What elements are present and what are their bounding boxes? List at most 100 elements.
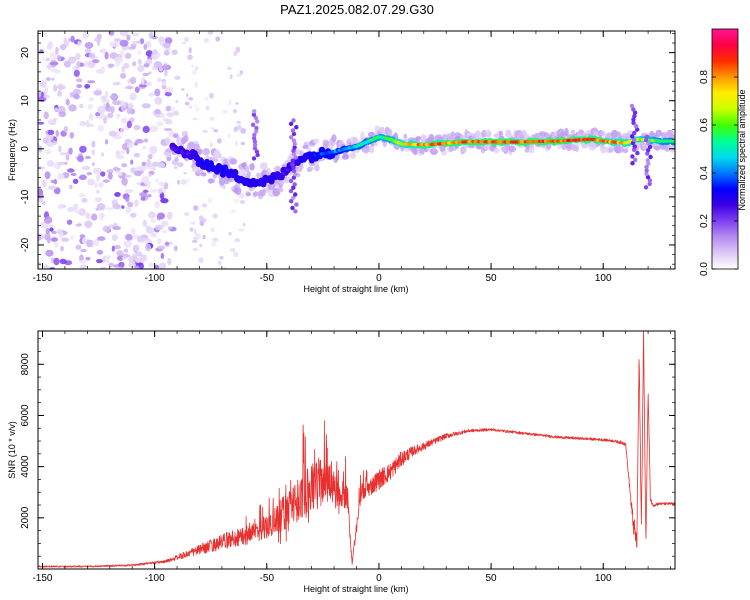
spectrogram-noise-blob [51, 77, 55, 81]
spectrogram-noise-blob [65, 98, 70, 106]
spectrogram-noise-blob [112, 167, 122, 171]
spectrogram-noise-blob [202, 234, 206, 240]
spectrogram-noise-blob [74, 210, 84, 214]
spectrogram-noise-blob [135, 138, 144, 144]
spectrogram-noise-blob [133, 152, 140, 158]
spectrogram-noise-blob [229, 248, 235, 252]
spectrogram-noise-blob [51, 230, 57, 235]
spectrogram-noise-blob [94, 197, 102, 202]
spectrogram-noise-blob [167, 257, 172, 266]
spectrogram-noise-blob [77, 40, 82, 46]
spectrogram-streak-blob [293, 209, 298, 214]
spectrogram-halo-blob [217, 154, 222, 159]
spectrogram-halo-blob [253, 191, 259, 197]
x-tick-label: 50 [486, 273, 498, 284]
spectrogram-noise-blob [163, 182, 169, 190]
spectrogram-halo-blob [655, 129, 663, 137]
spectrogram-noise-blob [39, 49, 44, 53]
spectrogram-streak-blob [252, 109, 257, 114]
spectrogram-noise-blob [53, 178, 58, 185]
spectrogram-noise-blob [125, 196, 130, 203]
colorbar-frame [711, 28, 739, 270]
spectrogram-noise-blob [229, 74, 233, 79]
spectrogram-streak-blob [253, 115, 259, 121]
spectrogram-noise-blob [138, 256, 148, 262]
spectrogram-streak-blob [294, 125, 299, 130]
spectrogram-noise-blob [235, 46, 241, 53]
spectrogram-noise-blob [141, 103, 151, 109]
spectrogram-streak-blob [635, 150, 640, 156]
spectrogram-noise-blob [226, 66, 232, 71]
spectrogram-noise-blob [148, 153, 153, 160]
spectrogram-noise-blob [96, 249, 104, 255]
spectrogram-noise-blob [55, 46, 59, 55]
spectrogram-noise-blob [92, 59, 100, 64]
spectrogram-noise-blob [190, 221, 196, 225]
spectrogram-noise-blob [132, 32, 139, 37]
spectrogram-noise-blob [53, 117, 57, 122]
colorbar-tick-label: 0.2 [699, 214, 710, 228]
spectrogram-noise-blob [135, 40, 141, 44]
spectrogram-noise-blob [95, 68, 103, 74]
spectrogram-noise-blob [70, 35, 75, 43]
spectrogram-noise-blob [138, 59, 142, 65]
spectrogram-streak-blob [632, 113, 637, 119]
spectrogram-noise-blob [147, 71, 152, 75]
spectrogram-noise-blob [163, 63, 168, 71]
spectrogram-halo-blob [508, 145, 517, 153]
chart-title: PAZ1.2025.082.07.29.G30 [280, 2, 434, 17]
spectrogram-noise-blob [81, 197, 88, 203]
spectrogram-noise-blob [75, 223, 82, 227]
spectrogram-noise-blob [38, 195, 43, 203]
spectrogram-streak-blob [635, 127, 640, 132]
spectrogram-halo-blob [207, 178, 216, 184]
spectrogram-streak-blob [643, 185, 649, 190]
spectrogram-noise-blob [186, 178, 190, 183]
spectrogram-noise-blob [207, 197, 213, 204]
spectrogram-noise-blob [149, 125, 159, 133]
y-tick-label: 20 [20, 47, 31, 59]
spectrogram-noise-blob [190, 64, 195, 68]
spectrogram-noise-blob [110, 106, 115, 114]
spectrogram-noise-blob [57, 83, 64, 91]
spectrogram-noise-blob [193, 228, 197, 235]
spectrogram-noise-blob [87, 80, 96, 84]
spectrogram-noise-blob [118, 172, 123, 176]
spectrogram-noise-blob [84, 83, 91, 89]
spectrogram-halo-blob [249, 163, 255, 171]
spectrogram-noise-blob [91, 140, 96, 148]
spectrogram-noise-blob [174, 75, 181, 80]
spectrogram-noise-blob [73, 69, 80, 78]
spectrogram-noise-blob [142, 189, 149, 193]
spectrogram-noise-blob [73, 203, 79, 211]
spectrogram-halo-blob [218, 177, 226, 186]
spectrogram-noise-blob [119, 39, 129, 47]
spectrogram-noise-blob [150, 188, 158, 193]
spectrogram-noise-blob [111, 234, 118, 242]
spectrogram-streak-blob [252, 132, 257, 138]
spectrogram-noise-blob [235, 102, 239, 105]
spectrogram-noise-blob [96, 259, 103, 264]
spectrogram-noise-blob [114, 38, 122, 42]
spectrogram-noise-blob [54, 107, 59, 112]
spectrogram-noise-blob [53, 257, 60, 266]
spectrogram-noise-blob [188, 105, 193, 109]
spectrogram-noise-blob [150, 218, 157, 223]
spectrogram-streak-blob [291, 118, 296, 123]
spectrogram-noise-blob [93, 90, 102, 96]
spectrogram-noise-blob [47, 185, 57, 190]
spectrogram-noise-blob [124, 189, 134, 194]
spectrogram-streak-blob [291, 148, 296, 153]
spectrogram-noise-blob [202, 130, 209, 133]
spectrogram-noise-blob [96, 38, 101, 47]
spectrogram-noise-blob [134, 244, 140, 252]
spectrogram-noise-blob [157, 188, 163, 194]
spectrogram-halo-blob [641, 144, 648, 150]
spectrogram-noise-blob [233, 251, 239, 257]
spectrogram-noise-blob [151, 35, 158, 40]
spectrogram-streak-blob [632, 144, 637, 149]
spectrogram-halo-blob [266, 167, 272, 176]
spectrogram-halo-blob [302, 144, 309, 150]
spectrogram-noise-blob [104, 91, 109, 98]
spectrogram-halo-blob [579, 129, 585, 135]
